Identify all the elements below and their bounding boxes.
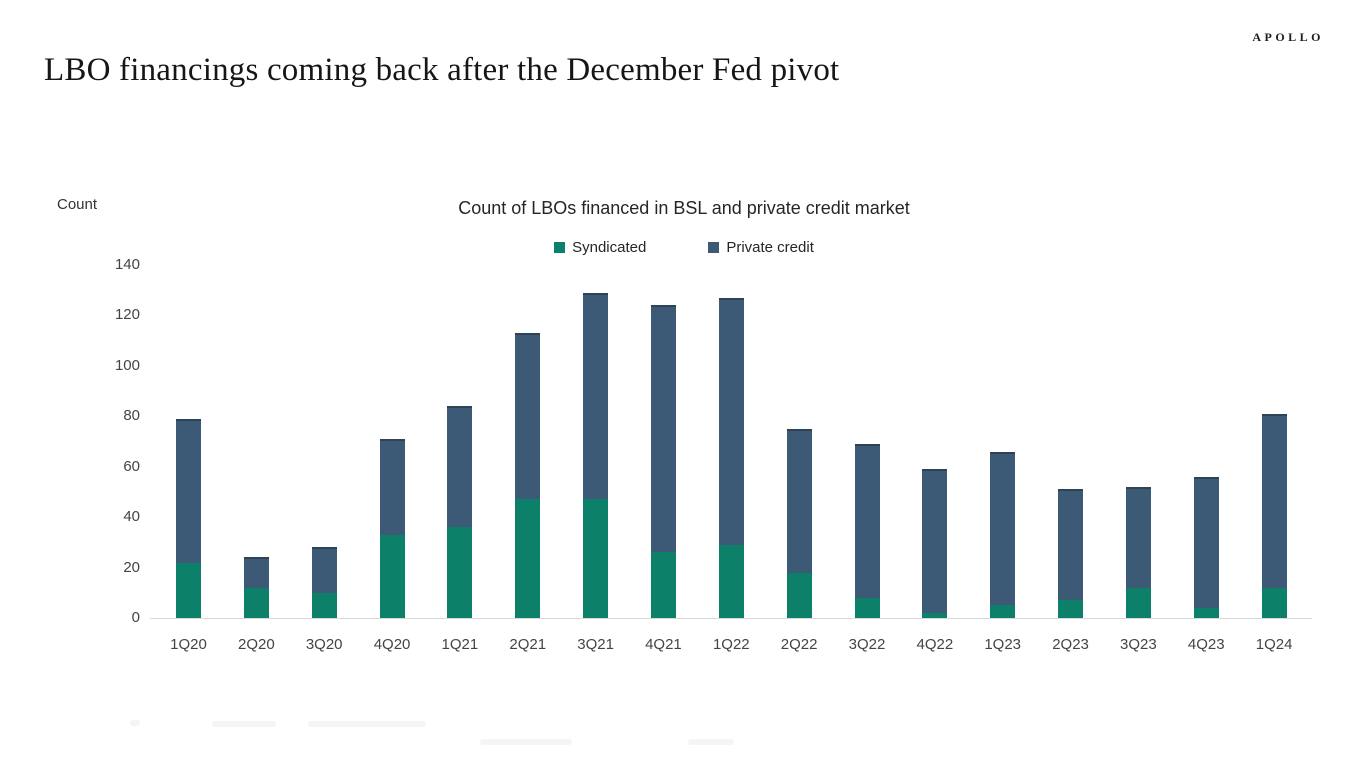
x-axis-label: 3Q20: [305, 636, 343, 653]
faint-source-smudge: [212, 721, 276, 727]
y-tick-label: 60: [123, 457, 140, 475]
bar-segment-private-credit-4Q23: [1193, 476, 1219, 608]
y-tick-label: 20: [123, 558, 140, 576]
x-axis-label: 2Q21: [509, 636, 547, 653]
bar-segment-private-credit-1Q24: [1261, 413, 1287, 588]
bar-segment-private-credit-1Q20: [176, 418, 201, 563]
x-axis-label: 1Q24: [1255, 636, 1293, 653]
x-axis-label: 1Q20: [170, 636, 207, 653]
bar-segment-syndicated-2Q22: [786, 572, 812, 618]
bar-segment-private-credit-2Q23: [1058, 489, 1084, 601]
bar-segment-syndicated-3Q20: [311, 592, 337, 618]
bar-segment-syndicated-2Q21: [515, 499, 541, 618]
x-axis-label: 4Q21: [645, 636, 682, 653]
bar-segment-syndicated-1Q23: [990, 605, 1016, 618]
faint-source-smudge: [480, 739, 572, 745]
bar-segment-private-credit-4Q22: [922, 469, 948, 613]
bar-segment-syndicated-4Q20: [379, 534, 405, 618]
y-tick-label: 140: [114, 256, 140, 273]
bar-segment-syndicated-4Q22: [922, 612, 948, 618]
y-tick-label: 100: [114, 356, 140, 374]
bar-segment-private-credit-4Q20: [379, 438, 405, 535]
bar-segment-private-credit-1Q23: [990, 451, 1016, 606]
bar-segment-syndicated-1Q21: [447, 527, 473, 618]
bar-segment-syndicated-3Q21: [583, 499, 609, 618]
bar-segment-syndicated-1Q22: [718, 544, 744, 618]
bar-segment-private-credit-1Q21: [447, 406, 473, 528]
x-axis-label: 3Q23: [1120, 636, 1157, 653]
faint-source-smudge: [688, 739, 734, 745]
x-axis-label: 4Q23: [1187, 636, 1225, 653]
x-axis-label: 1Q22: [712, 636, 750, 653]
bar-segment-syndicated-1Q20: [176, 562, 201, 618]
x-axis-label: 1Q23: [984, 636, 1022, 653]
bar-segment-private-credit-2Q22: [786, 428, 812, 573]
bar-segment-syndicated-1Q24: [1261, 587, 1287, 618]
x-axis-label: 2Q22: [780, 636, 818, 653]
legend-label: Syndicated: [572, 239, 647, 256]
y-tick-label: 80: [123, 407, 140, 425]
legend-item-private-credit: Private credit: [708, 239, 814, 256]
page-title: LBO financings coming back after the Dec…: [44, 52, 840, 88]
bar-segment-syndicated-2Q23: [1058, 600, 1084, 618]
bar-segment-private-credit-4Q21: [650, 305, 676, 553]
bar-segment-syndicated-4Q23: [1193, 607, 1219, 618]
chart-legend: Syndicated Private credit: [150, 239, 1218, 256]
x-axis-label: 4Q20: [373, 636, 411, 653]
x-axis-label: 3Q21: [577, 636, 614, 653]
legend-label: Private credit: [726, 239, 814, 256]
bar-segment-private-credit-1Q22: [718, 297, 744, 545]
y-tick-label: 0: [131, 609, 140, 626]
x-axis-line: [150, 618, 1312, 619]
x-axis-label: 4Q22: [916, 636, 954, 653]
bar-segment-private-credit-2Q21: [515, 333, 541, 500]
bar-segment-private-credit-3Q23: [1125, 486, 1151, 588]
x-axis-label: 2Q20: [237, 636, 275, 653]
bar-segment-private-credit-3Q20: [311, 547, 337, 593]
legend-swatch: [708, 242, 720, 253]
legend-swatch: [554, 242, 566, 253]
bar-segment-syndicated-4Q21: [650, 552, 676, 618]
bar-segment-syndicated-3Q23: [1125, 587, 1151, 618]
apollo-logo: APOLLO: [1252, 30, 1324, 44]
legend-item-syndicated: Syndicated: [554, 239, 646, 256]
bar-segment-private-credit-3Q21: [583, 292, 609, 500]
bar-segment-syndicated-2Q20: [243, 587, 269, 618]
y-tick-label: 40: [123, 508, 140, 526]
x-axis-label: 2Q23: [1052, 636, 1089, 653]
bar-segment-syndicated-3Q22: [854, 597, 880, 618]
faint-source-smudge: [308, 721, 426, 727]
y-tick-label: 120: [114, 306, 140, 324]
x-axis-label: 3Q22: [848, 636, 886, 653]
bar-segment-private-credit-3Q22: [854, 444, 880, 598]
y-axis-title: Count: [57, 196, 98, 213]
faint-source-smudge: [130, 720, 140, 726]
chart-title: Count of LBOs financed in BSL and privat…: [458, 198, 910, 218]
x-axis-label: 1Q21: [441, 636, 479, 653]
bar-segment-private-credit-2Q20: [243, 557, 269, 588]
